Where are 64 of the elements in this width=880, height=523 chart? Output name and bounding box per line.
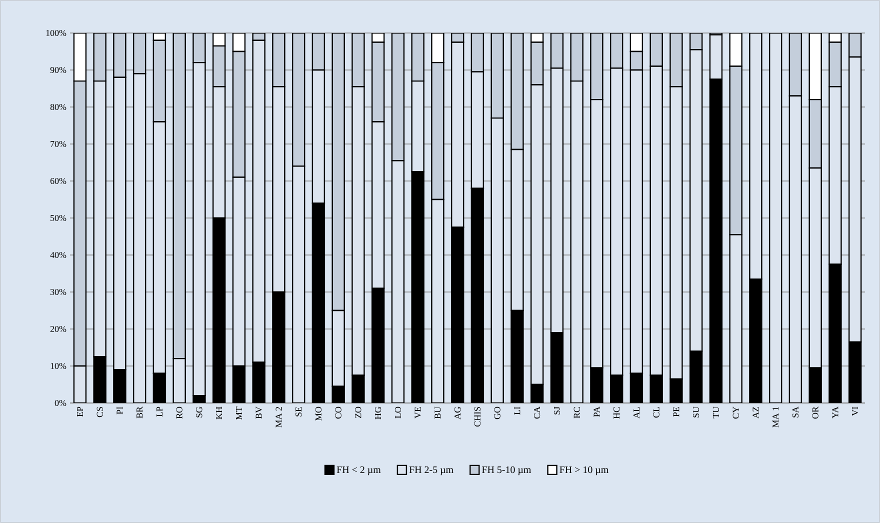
x-tick-label: PI (116, 406, 123, 414)
y-tick-label: 30% (50, 288, 66, 296)
bar (292, 32, 306, 167)
x-tick-label: ZO (355, 406, 362, 418)
legend-label: FH > 10 µm (560, 466, 608, 476)
x-tick-label: TU (712, 406, 719, 418)
x-tick-label: CS (96, 407, 103, 418)
y-tick-label: 100% (46, 30, 66, 36)
x-tick-label: HC (614, 407, 620, 419)
x-tick-label: MA 2 (276, 407, 282, 428)
legend-label: FH < 2 µm (336, 466, 381, 476)
bar (73, 32, 87, 82)
y-tick-label: 80% (50, 104, 66, 110)
y-tick-label: 60% (50, 178, 66, 184)
x-tick-label: RC (574, 407, 580, 418)
bar (391, 32, 405, 162)
x-tick-label: EP (77, 406, 83, 417)
x-tick-label: VE (414, 406, 421, 418)
x-tick-label: SU (693, 406, 700, 418)
x-tick-label: HG (375, 406, 382, 420)
bar (232, 50, 246, 178)
bar (152, 40, 166, 122)
x-tick-label: LI (514, 406, 520, 415)
x-tick-label: LP (156, 406, 162, 417)
x-tick-label: AL (633, 407, 640, 418)
x-tick-label: CO (335, 406, 342, 419)
x-tick-label: MT (236, 406, 242, 420)
x-tick-label: RO (176, 406, 182, 419)
x-tick-label: SA (792, 406, 798, 418)
x-tick-label: LO (394, 406, 401, 418)
x-tick-label: PA (594, 406, 600, 417)
x-tick-label: MA 1 (772, 407, 779, 428)
y-tick-label: 40% (50, 252, 66, 258)
x-tick-label: CHIS (474, 407, 480, 427)
x-tick-label: AZ (752, 407, 759, 418)
bar (768, 32, 782, 403)
bar (371, 42, 385, 122)
x-tick-label: BU (434, 406, 441, 419)
y-tick-label: 0% (54, 400, 66, 406)
x-tick-label: CA (534, 406, 540, 419)
x-tick-label: PE (673, 406, 680, 417)
x-tick-label: YA (832, 406, 838, 418)
x-tick-label: KH (216, 406, 222, 420)
y-tick-label: 20% (50, 326, 66, 332)
x-tick-label: SE (296, 406, 302, 416)
y-tick-label: 10% (50, 362, 66, 370)
y-tick-label: 90% (50, 66, 66, 74)
y-tick-label: 70% (50, 140, 66, 148)
bar (788, 32, 802, 96)
x-tick-label: VI (852, 406, 858, 416)
x-tick-label: MO (315, 406, 322, 421)
x-tick-label: GO (494, 406, 500, 420)
x-tick-label: OR (812, 406, 818, 419)
x-tick-label: BR (136, 406, 143, 418)
legend-label: FH 2-5 µm (409, 466, 454, 476)
x-tick-label: BV (256, 406, 262, 419)
x-tick-label: AG (454, 406, 461, 420)
x-tick-label: SJ (554, 406, 560, 414)
y-tick-label: 50% (50, 214, 66, 222)
legend-label: FH 5-10 µm (482, 466, 532, 476)
bar (73, 80, 87, 367)
x-tick-label: CY (732, 406, 739, 419)
x-tick-label: SG (196, 406, 202, 418)
x-tick-label: CL (653, 407, 660, 418)
